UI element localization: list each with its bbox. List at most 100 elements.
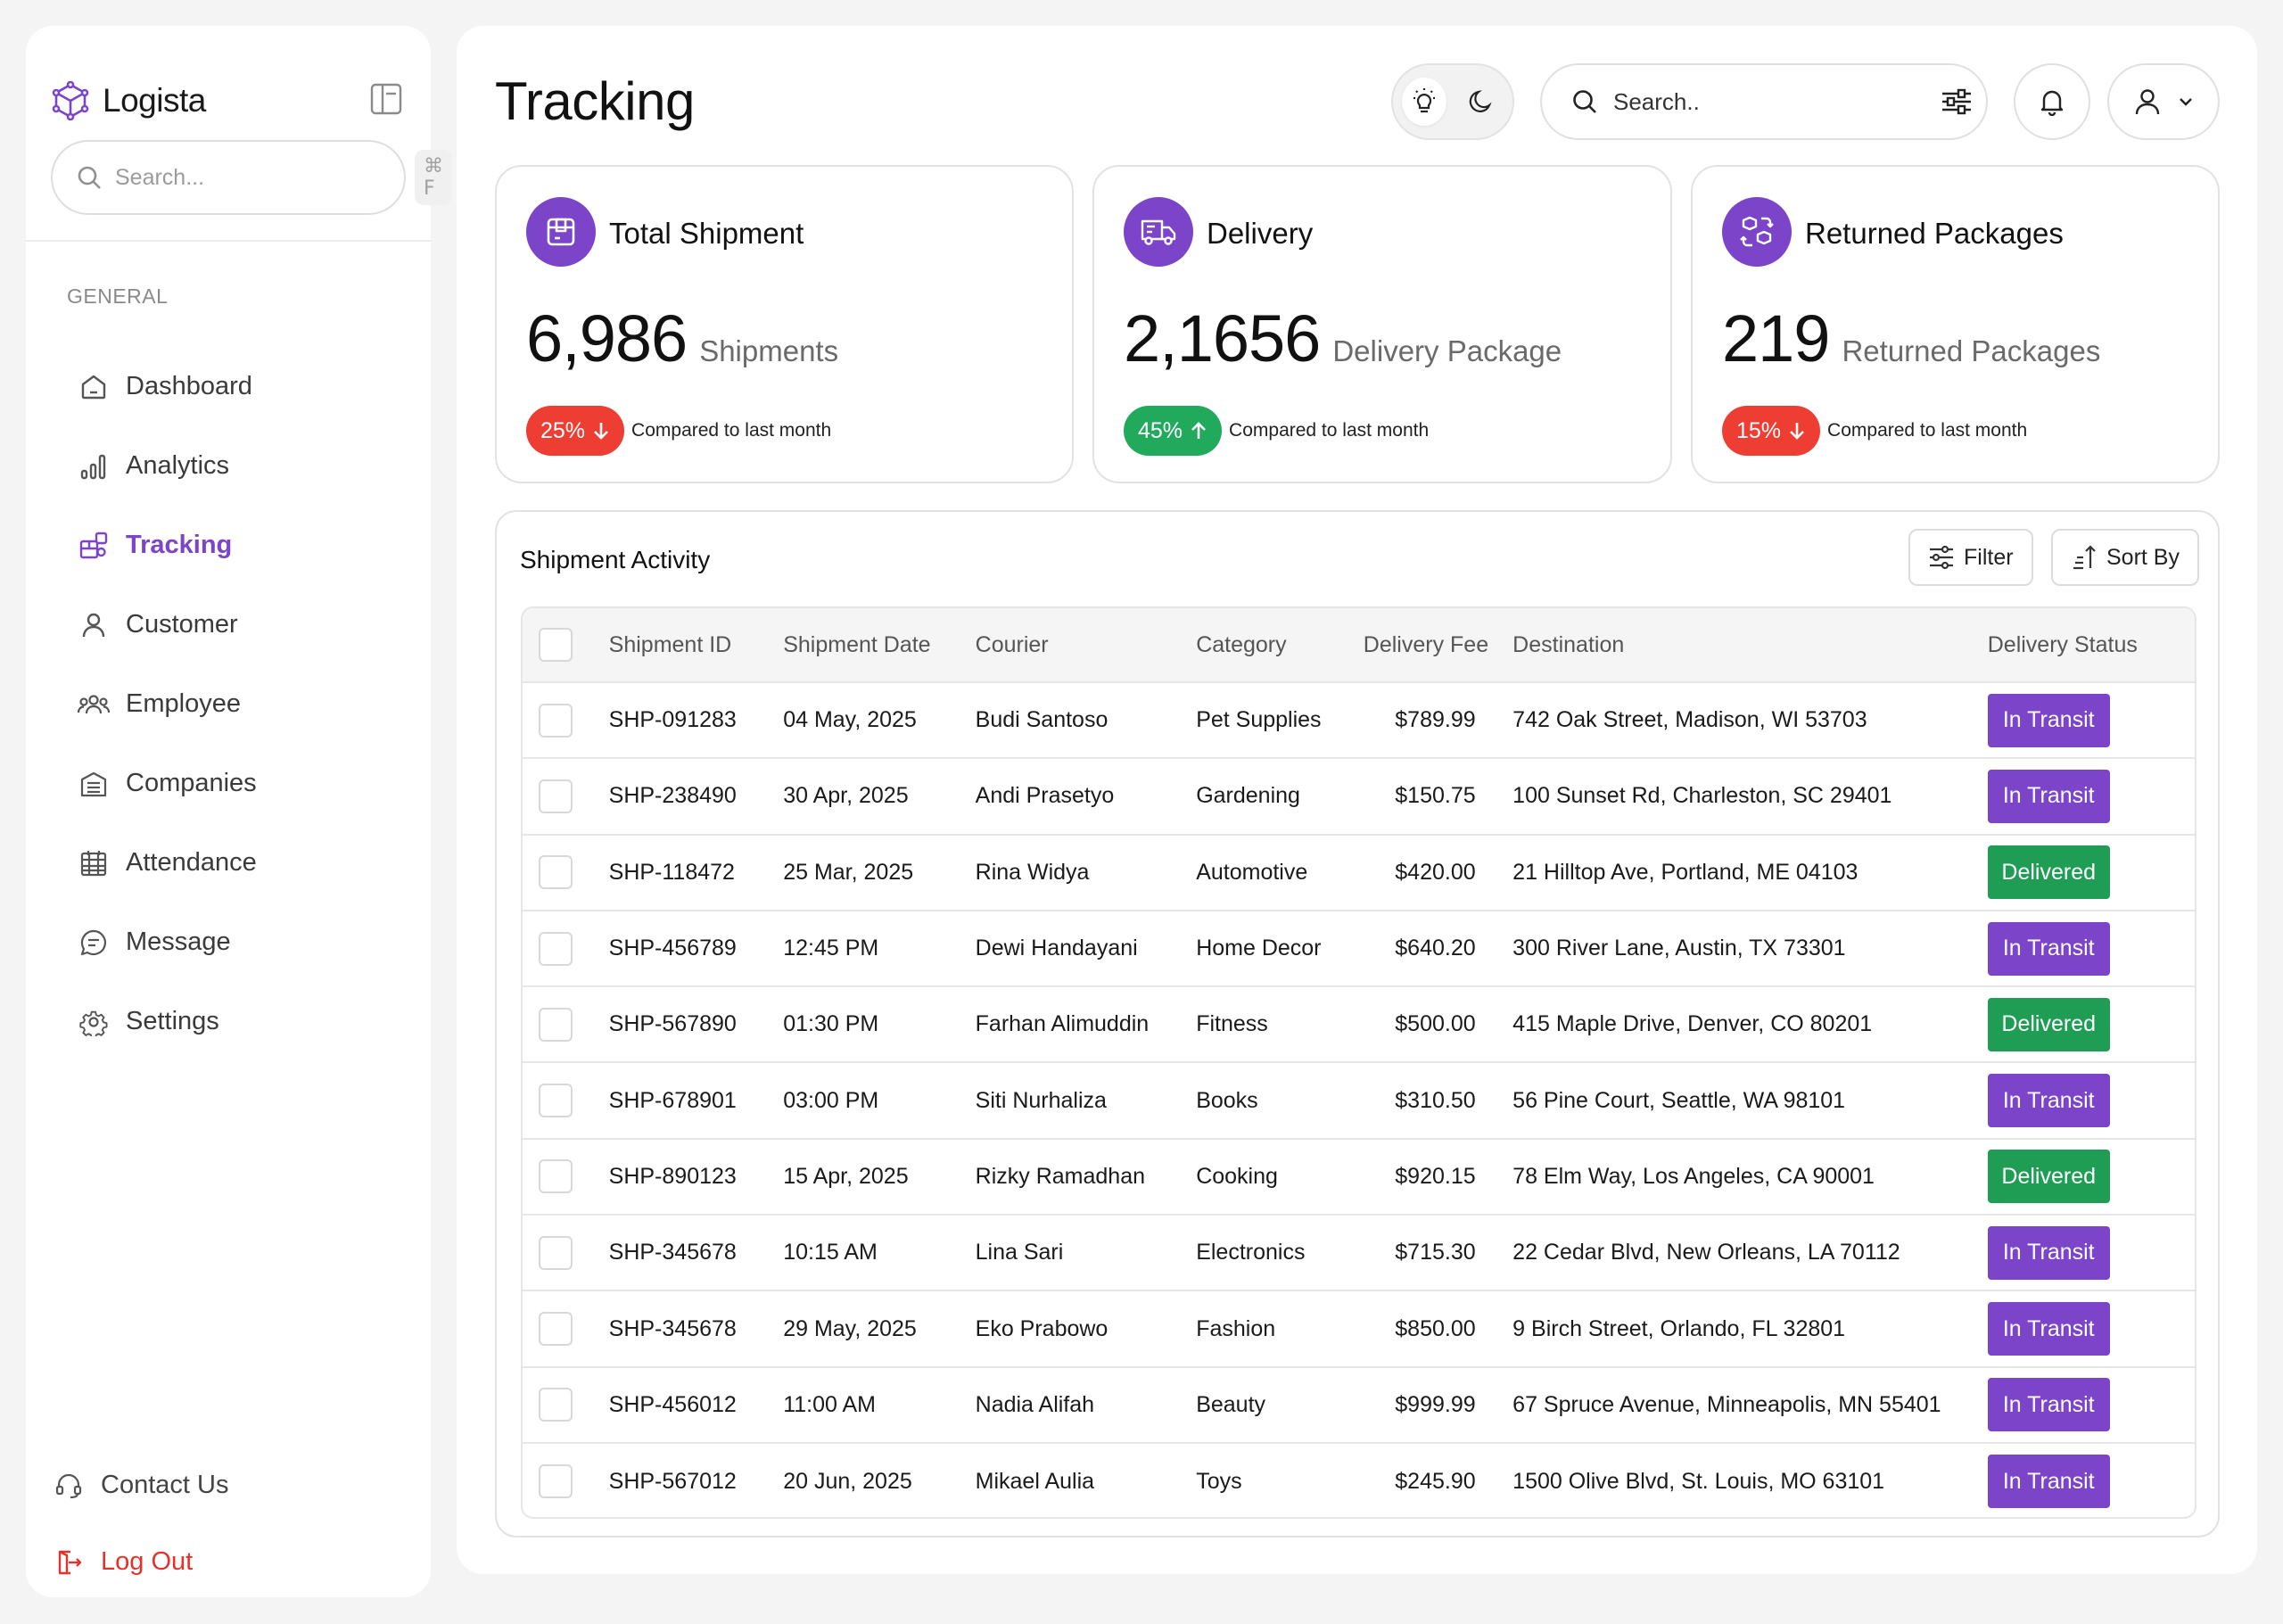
header-search-input[interactable] [1613,87,1912,116]
trend-badge: 45% [1124,406,1223,456]
sliders-icon[interactable] [1941,87,1973,117]
row-checkbox[interactable] [539,703,573,738]
sidebar-item-analytics[interactable]: Analytics [78,426,257,506]
table-row[interactable]: SHP-678901 03:00 PM Siti Nurhaliza Books $31… [523,1062,2195,1138]
category-cell: Fashion [1196,1315,1276,1341]
filter-button[interactable]: Filter [1908,529,2033,586]
box-icon [526,197,596,267]
status-badge: In Transit [1987,1455,2110,1509]
row-checkbox[interactable] [539,1464,573,1499]
sidebar-item-dashboard[interactable]: Dashboard [78,347,257,426]
sidebar-item-attendance[interactable]: Attendance [78,823,257,903]
stat-unit: Shipments [699,334,839,367]
stat-value: 219 [1722,301,1830,375]
sidebar-item-employee[interactable]: Employee [78,664,257,744]
sidebar-item-message[interactable]: Message [78,903,257,982]
sidebar-item-label: Employee [126,689,241,718]
table-row[interactable]: SHP-456012 11:00 AM Nadia Alifah Beauty $999… [523,1366,2195,1443]
status-badge: In Transit [1987,693,2110,747]
row-checkbox[interactable] [539,779,573,813]
delivery-fee-cell: $850.00 [1395,1315,1476,1341]
shipment-id-cell: SHP-567012 [608,1468,737,1494]
table-row[interactable]: SHP-118472 25 Mar, 2025 Rina Widya Automoti… [523,834,2195,911]
message-icon [78,927,110,959]
sidebar-item-settings[interactable]: Settings [78,982,257,1061]
category-cell: Home Decor [1196,936,1322,961]
category-cell: Automotive [1196,859,1308,885]
trend-percent: 45% [1138,417,1183,443]
destination-cell: 742 Oak Street, Madison, WI 53703 [1512,707,1867,733]
row-checkbox[interactable] [539,1388,573,1422]
column-header[interactable]: Courier [975,631,1049,657]
courier-cell: Eko Prabowo [975,1315,1109,1341]
select-all-checkbox[interactable] [539,628,573,662]
sidebar-layout-icon [370,83,402,115]
row-checkbox[interactable] [539,855,573,890]
column-header[interactable]: Delivery Status [1987,631,2138,657]
row-checkbox[interactable] [539,1235,573,1270]
user-icon [78,609,110,641]
contact-us-link[interactable]: Contact Us [53,1446,228,1525]
row-checkbox[interactable] [539,1312,573,1347]
column-header[interactable]: Destination [1512,631,1625,657]
destination-cell: 56 Pine Court, Seattle, WA 98101 [1512,1087,1846,1113]
row-checkbox[interactable] [539,1007,573,1042]
column-header[interactable]: Shipment ID [608,631,732,657]
sidebar-search-input[interactable] [115,164,402,191]
courier-cell: Lina Sari [975,1240,1064,1265]
status-badge: In Transit [1987,1074,2110,1128]
light-mode-button[interactable] [1402,78,1446,126]
shipment-date-cell: 04 May, 2025 [783,707,917,733]
shipment-date-cell: 15 Apr, 2025 [783,1163,909,1189]
row-checkbox[interactable] [539,1084,573,1118]
destination-cell: 1500 Olive Blvd, St. Louis, MO 63101 [1512,1468,1885,1494]
courier-cell: Rizky Ramadhan [975,1163,1145,1189]
shipment-date-cell: 01:30 PM [783,1011,879,1037]
table-row[interactable]: SHP-091283 04 May, 2025 Budi Santoso Pet Su… [523,682,2195,758]
table-row[interactable]: SHP-890123 15 Apr, 2025 Rizky Ramadhan Cook… [523,1138,2195,1215]
status-badge: In Transit [1987,769,2110,823]
column-header[interactable]: Shipment Date [783,631,931,657]
brand[interactable]: Logista [51,81,206,120]
sidebar-item-label: Analytics [126,451,230,480]
notifications-button[interactable] [2014,63,2090,140]
destination-cell: 100 Sunset Rd, Charleston, SC 29401 [1512,783,1892,809]
table-row[interactable]: SHP-345678 10:15 AM Lina Sari Electronics $7… [523,1215,2195,1290]
sidebar-item-tracking[interactable]: Tracking [78,506,257,585]
shipment-date-cell: 30 Apr, 2025 [783,783,909,809]
row-checkbox[interactable] [539,1159,573,1194]
dark-mode-button[interactable] [1459,78,1504,126]
table-row[interactable]: SHP-238490 30 Apr, 2025 Andi Prasetyo Garde… [523,758,2195,834]
table-row[interactable]: SHP-345678 29 May, 2025 Eko Prabowo Fashion… [523,1290,2195,1366]
category-cell: Pet Supplies [1196,707,1322,733]
stat-title: Returned Packages [1805,217,2064,250]
sidebar-item-companies[interactable]: Companies [78,744,257,823]
page-title: Tracking [495,71,695,131]
sidebar-item-label: Tracking [126,531,233,559]
status-badge: In Transit [1987,1302,2110,1356]
log-out-button[interactable]: Log Out [53,1522,193,1602]
status-badge: Delivered [1987,1150,2110,1204]
destination-cell: 9 Birch Street, Orlando, FL 32801 [1512,1315,1846,1341]
table-row[interactable]: SHP-567890 01:30 PM Farhan Alimuddin Fitnes… [523,986,2195,1062]
column-header[interactable]: Delivery Fee [1363,631,1489,657]
tracking-icon [78,530,110,562]
row-checkbox[interactable] [539,931,573,966]
sort-button[interactable]: Sort By [2051,529,2199,586]
stat-trend: 15% Compared to last month [1722,406,2027,456]
table-row[interactable]: SHP-567012 20 Jun, 2025 Mikael Aulia Toys $2… [523,1442,2195,1517]
profile-menu-button[interactable] [2107,63,2220,140]
shipment-date-cell: 10:15 AM [783,1240,878,1265]
shipment-id-cell: SHP-345678 [608,1315,737,1341]
sidebar-toggle-button[interactable] [368,81,404,117]
home-icon [78,371,110,403]
stat-value: 6,986 [526,301,688,375]
sidebar-divider [26,240,431,242]
arrow-down-icon [594,423,608,440]
sidebar-item-customer[interactable]: Customer [78,585,257,664]
table-row[interactable]: SHP-456789 12:45 PM Dewi Handayani Home Dec… [523,910,2195,986]
theme-toggle [1391,63,1514,140]
column-header[interactable]: Category [1196,631,1287,657]
filter-label: Filter [1964,544,2014,570]
trend-percent: 15% [1736,417,1782,443]
